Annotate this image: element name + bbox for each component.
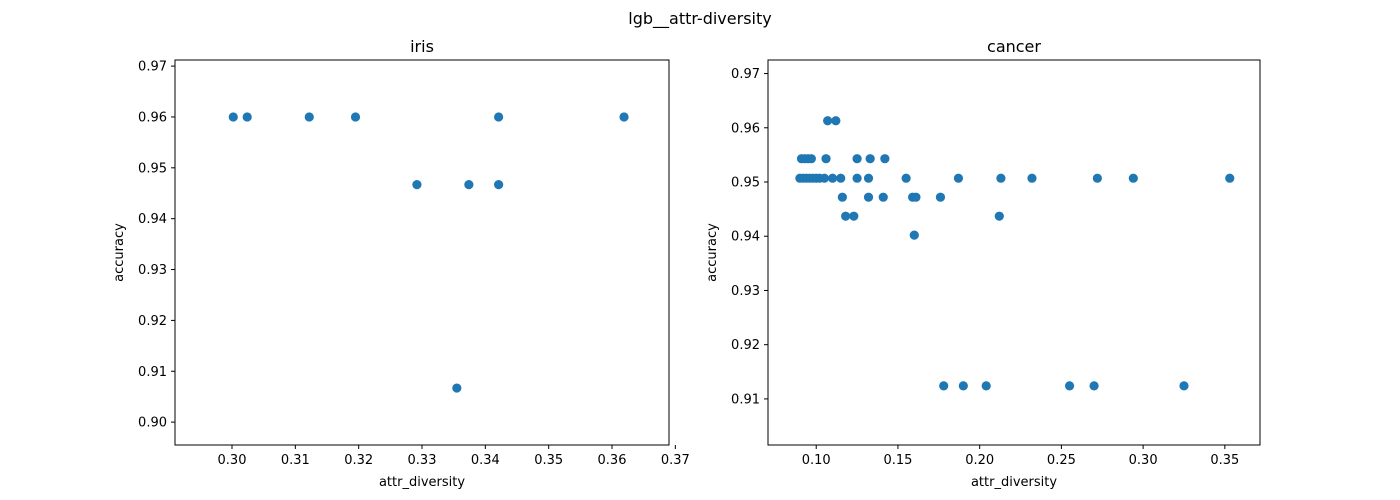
y-tick-label: 0.90 bbox=[138, 416, 167, 431]
data-point bbox=[464, 180, 474, 190]
x-tick-label: 0.20 bbox=[965, 453, 994, 468]
y-tick-label: 0.92 bbox=[138, 314, 167, 329]
data-point bbox=[304, 112, 314, 122]
data-point bbox=[823, 116, 833, 126]
x-tick-label: 0.15 bbox=[883, 453, 912, 468]
data-point bbox=[1179, 381, 1189, 391]
subplot-cancer: cancer attr_diversity accuracy 0.10 0.15 0… bbox=[705, 37, 1261, 490]
x-tick-label: 0.32 bbox=[344, 453, 373, 468]
y-tick-label: 0.95 bbox=[138, 161, 167, 176]
data-point bbox=[849, 211, 859, 221]
data-point bbox=[494, 180, 504, 190]
data-point bbox=[806, 154, 816, 164]
y-tick-label: 0.91 bbox=[138, 365, 167, 380]
data-point bbox=[827, 173, 838, 183]
data-point bbox=[821, 154, 831, 164]
data-point bbox=[911, 192, 921, 202]
data-point bbox=[852, 173, 862, 183]
subplot-title: cancer bbox=[987, 37, 1041, 56]
data-point bbox=[228, 112, 238, 122]
x-axis-label: attr_diversity bbox=[971, 475, 1057, 490]
data-point bbox=[831, 116, 841, 126]
data-point bbox=[852, 154, 862, 164]
data-point bbox=[953, 173, 964, 183]
x-tick-label: 0.10 bbox=[802, 453, 831, 468]
y-tick-label: 0.91 bbox=[731, 392, 760, 407]
x-tick-label: 0.34 bbox=[471, 453, 500, 468]
x-tick-label: 0.33 bbox=[408, 453, 437, 468]
data-point bbox=[1128, 173, 1138, 183]
data-point bbox=[1225, 173, 1235, 183]
data-point bbox=[958, 381, 968, 391]
scatter-points bbox=[795, 116, 1235, 391]
data-point bbox=[836, 173, 846, 183]
x-tick-label: 0.31 bbox=[281, 453, 310, 468]
y-tick-label: 0.95 bbox=[731, 176, 760, 191]
data-point bbox=[935, 192, 946, 202]
data-point bbox=[452, 383, 462, 393]
subplot-title: iris bbox=[410, 37, 434, 56]
data-point bbox=[909, 230, 919, 240]
data-point bbox=[1092, 173, 1102, 183]
data-point bbox=[837, 192, 847, 202]
x-tick-label: 0.36 bbox=[598, 453, 627, 468]
plot-frame bbox=[767, 59, 1261, 446]
x-tick-label: 0.35 bbox=[534, 453, 563, 468]
data-point bbox=[865, 154, 875, 164]
y-tick-label: 0.94 bbox=[731, 230, 760, 245]
figure-suptitle: lgb__attr-diversity bbox=[628, 9, 771, 29]
data-point bbox=[412, 180, 422, 190]
y-tick-label: 0.94 bbox=[138, 212, 167, 227]
y-tick-label: 0.92 bbox=[731, 338, 760, 353]
y-tick-label: 0.93 bbox=[138, 263, 167, 278]
x-tick-label: 0.30 bbox=[1129, 453, 1158, 468]
data-point bbox=[939, 381, 949, 391]
data-point bbox=[1064, 381, 1075, 391]
x-tick-label: 0.25 bbox=[1047, 453, 1076, 468]
data-point bbox=[1089, 381, 1099, 391]
data-point bbox=[901, 173, 911, 183]
data-point bbox=[619, 112, 629, 122]
y-tick-label: 0.93 bbox=[731, 284, 760, 299]
data-point bbox=[863, 192, 874, 202]
y-tick-label: 0.97 bbox=[731, 67, 760, 82]
data-point bbox=[494, 112, 504, 122]
data-point bbox=[350, 112, 361, 122]
data-point bbox=[880, 154, 890, 164]
data-point bbox=[841, 211, 851, 221]
y-tick-label: 0.96 bbox=[138, 110, 167, 125]
x-tick-label: 0.35 bbox=[1210, 453, 1239, 468]
y-tick-label: 0.97 bbox=[138, 60, 167, 75]
x-tick-label: 0.30 bbox=[218, 453, 247, 468]
data-point bbox=[863, 173, 874, 183]
x-tick-label: 0.37 bbox=[661, 453, 690, 468]
y-axis-label: accuracy bbox=[112, 223, 127, 282]
subplot-iris: iris attr_diversity accuracy 0.30 0.31 0.3… bbox=[112, 37, 690, 490]
data-point bbox=[1027, 173, 1037, 183]
data-point bbox=[981, 381, 991, 391]
data-point bbox=[994, 211, 1004, 221]
data-point bbox=[819, 173, 829, 183]
data-point bbox=[996, 173, 1006, 183]
y-tick-label: 0.96 bbox=[731, 121, 760, 136]
data-point bbox=[878, 192, 888, 202]
y-axis-label: accuracy bbox=[705, 223, 720, 282]
scatter-points bbox=[228, 112, 629, 393]
data-point bbox=[242, 112, 252, 122]
x-axis-label: attr_diversity bbox=[379, 475, 465, 490]
